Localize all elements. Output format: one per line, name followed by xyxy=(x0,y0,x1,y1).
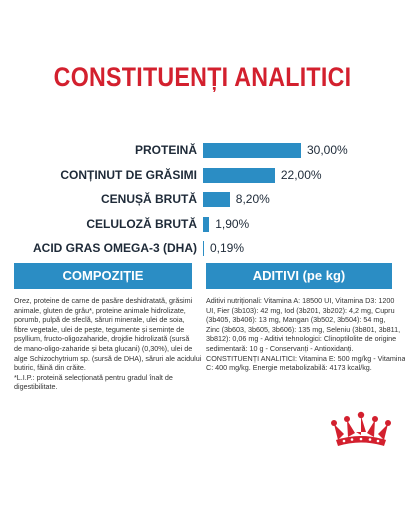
chart-category-label: ACID GRAS OMEGA-3 (DHA) xyxy=(33,241,197,255)
aditivi-text: Aditivi nutriționali: Vitamina A: 18500 … xyxy=(206,296,405,373)
chart-row: CELULOZĂ BRUTĂ 1,90% xyxy=(0,214,405,234)
aditivi-line: sedimentară: 10 g - Conservanți - Antiox… xyxy=(206,343,354,353)
chart-bar xyxy=(203,192,230,207)
compozitie-line: *L.I.P.: proteină selecționată pentru gr… xyxy=(14,372,173,382)
chart-bar xyxy=(203,167,275,183)
aditivi-line: Aditivi nutriționali: Vitamina A: 18500 … xyxy=(206,296,395,305)
compozitie-line: butiric, făină din crăite. xyxy=(14,363,86,373)
compozitie-header: COMPOZIȚIE xyxy=(14,263,192,289)
chart-value-label: 22,00% xyxy=(280,167,322,182)
chart-row: ACID GRAS OMEGA-3 (DHA) 0,19% xyxy=(0,238,405,258)
chart-row: PROTEINĂ 30,00% xyxy=(0,140,405,160)
aditivi-line: CONSTITUENȚI ANALITICI: Vitamina E: 500 … xyxy=(206,353,405,363)
compozitie-text: Orez, proteine de carne de pasăre deshid… xyxy=(14,296,202,392)
aditivi-line: 3b812): 0,06 mg - Aditivi tehnologici: C… xyxy=(206,334,397,344)
compozitie-line: Orez, proteine de carne de pasăre deshid… xyxy=(14,296,193,305)
aditivi-line: Zinc (3b603, 3b605, 3b606): 135 mg, Sele… xyxy=(206,324,401,334)
chart-row: CENUȘĂ BRUTĂ 8,20% xyxy=(0,189,405,209)
chart-bar xyxy=(203,216,210,232)
chart-category-label: CONȚINUT DE GRĂSIMI xyxy=(60,167,197,182)
chart-category-label: PROTEINĂ xyxy=(134,143,197,157)
compozitie-line: de mano-oligo-zaharide și beta glucani) … xyxy=(14,343,193,353)
chart-category-label: CENUȘĂ BRUTĂ xyxy=(101,192,197,206)
compozitie-line: animale, gluten de grâu*, proteine anima… xyxy=(14,305,186,315)
aditivi-line: (3b405, 3b406): 13 mg, Mangan (3b502, 3b… xyxy=(206,315,386,325)
chart-value-label: 0,19% xyxy=(210,241,245,255)
aditivi-line: C: 400 mg/kg. Energie metabolizabilă: 41… xyxy=(206,363,372,373)
chart-bar xyxy=(203,143,301,158)
compozitie-line: porumb, pulpă de sfeclă, săruri minerale… xyxy=(14,315,185,325)
chart-category-label: CELULOZĂ BRUTĂ xyxy=(86,216,197,231)
chart-value-label: 1,90% xyxy=(215,216,250,231)
chart-value-label: 30,00% xyxy=(307,143,348,157)
chart-bar xyxy=(203,241,204,256)
page-title: CONSTITUENȚI ANALITICI xyxy=(53,62,352,92)
compozitie-line: psyllium, fructo-oligozaharide, drojdie … xyxy=(14,334,190,344)
aditivi-line: UI, Fier (3b103): 42 mg, Iod (3b201, 3b2… xyxy=(206,305,395,315)
royal-canin-crown-icon xyxy=(331,411,391,446)
chart-row: CONȚINUT DE GRĂSIMI 22,00% xyxy=(0,165,405,185)
aditivi-header: ADITIVI (pe kg) xyxy=(206,263,392,289)
compozitie-line: fibre vegetale, ulei de pește, tegumente… xyxy=(14,324,185,334)
compozitie-line: digestibilitate. xyxy=(14,382,58,392)
chart-value-label: 8,20% xyxy=(235,192,270,206)
compozitie-line: alge Schizochytrium sp. (sursă de DHA), … xyxy=(14,353,202,363)
